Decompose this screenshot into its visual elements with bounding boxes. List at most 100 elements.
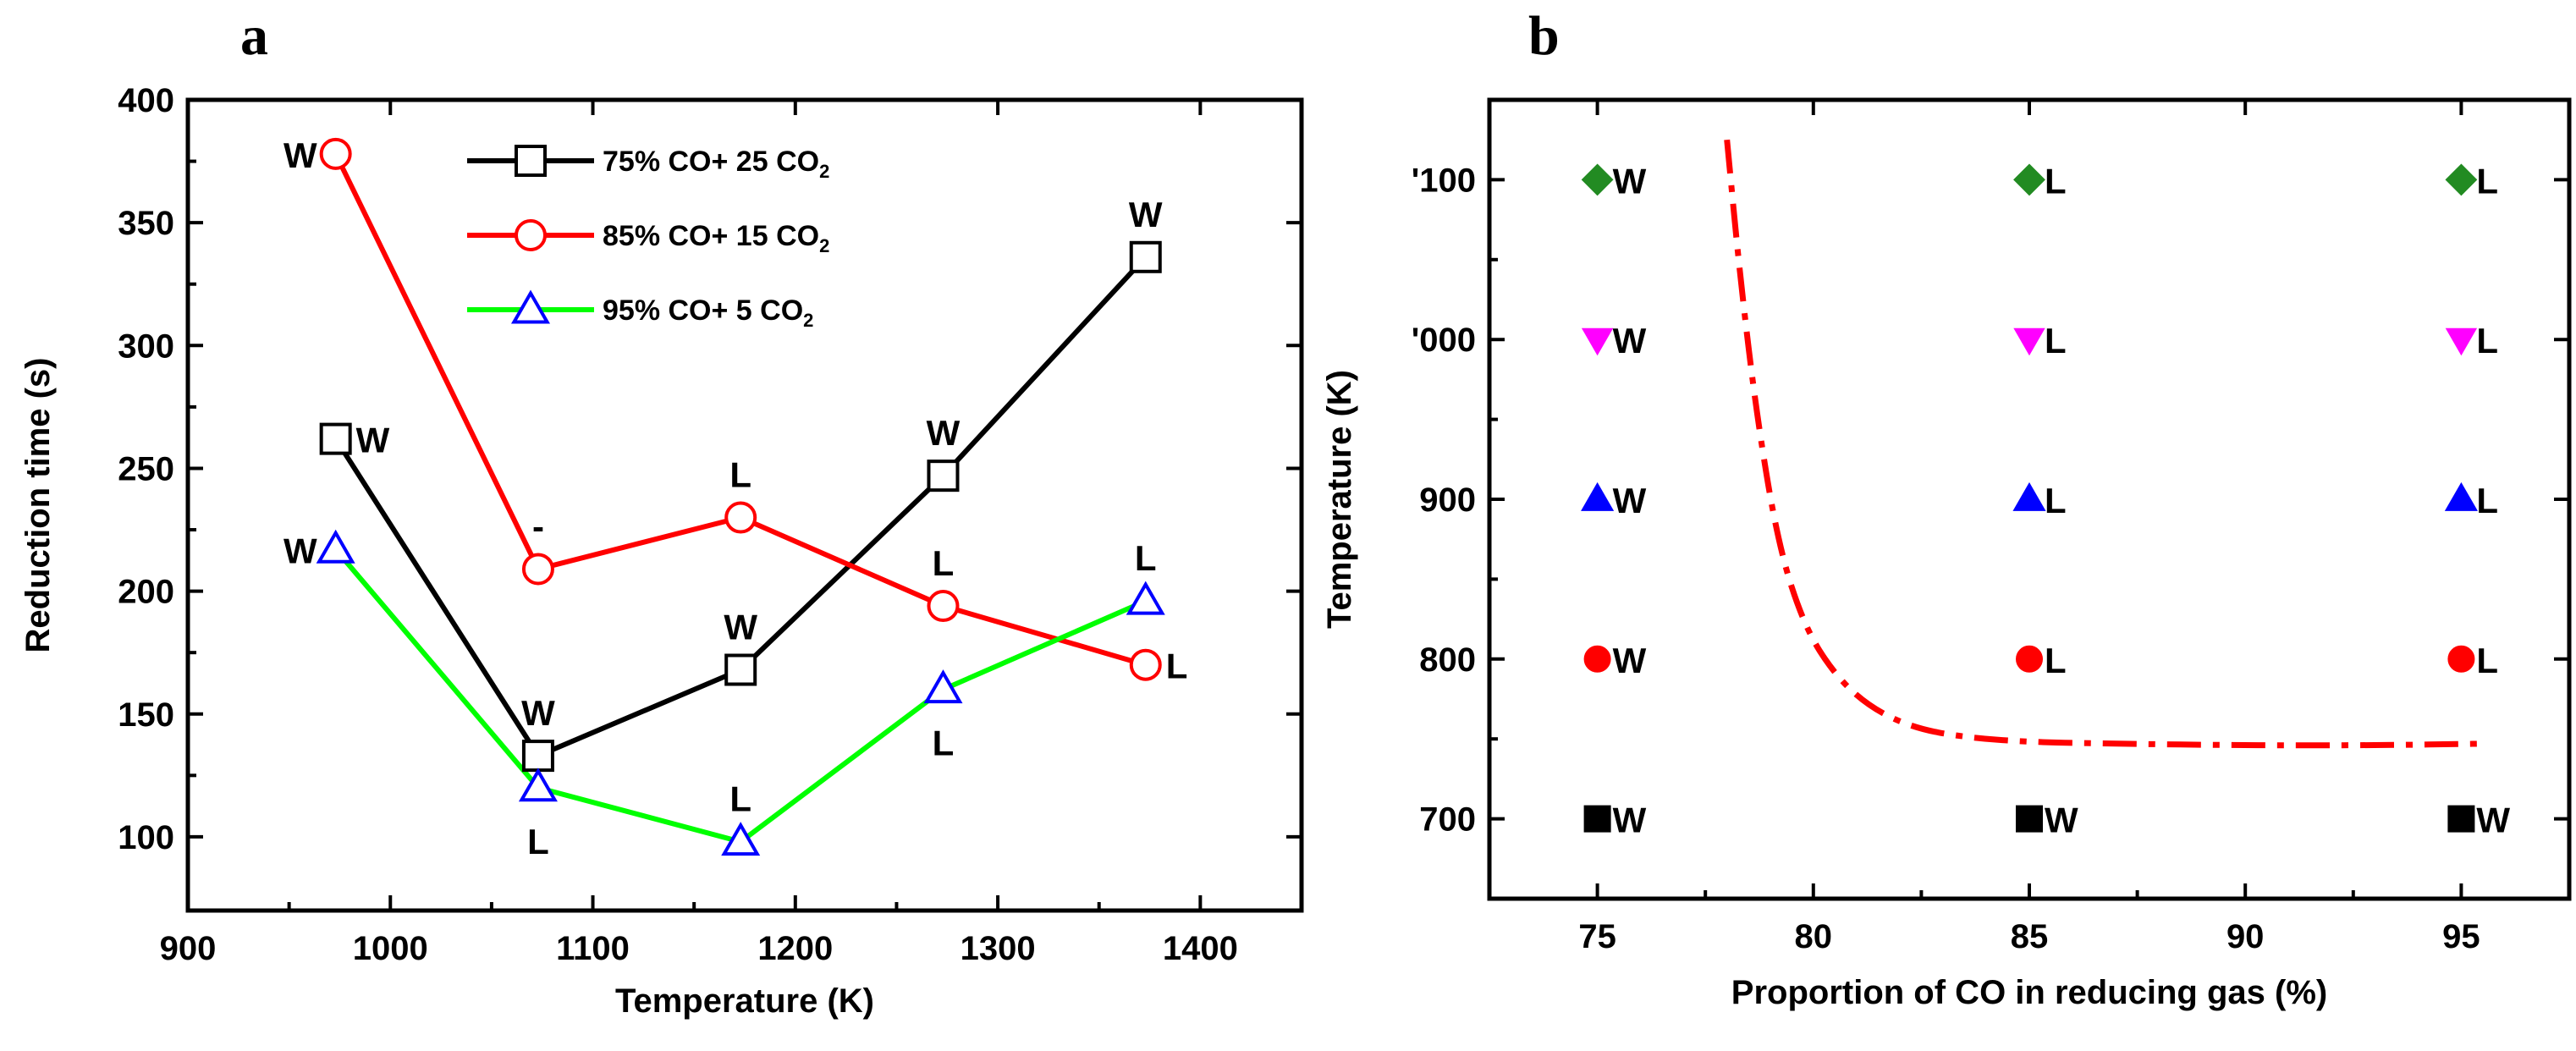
series-1-point-label: L [729, 455, 751, 495]
legend-label-1: 85% CO+ 15 CO2 [603, 220, 829, 256]
series-0-point [521, 740, 554, 773]
series-0-point [927, 459, 960, 492]
y-tick-label: 700 [1419, 801, 1476, 839]
scatter-point-label: W [2476, 801, 2510, 840]
scatter-point [1581, 327, 1614, 356]
series-0-point [724, 653, 757, 686]
scatter-point-label: W [1613, 321, 1647, 360]
series-0-point-label: W [521, 693, 555, 733]
x-tick-label: 90 [2226, 918, 2265, 955]
scatter-point [2013, 163, 2045, 196]
scatter-point-label: L [2476, 481, 2498, 520]
scatter-point-label: L [2476, 321, 2498, 360]
y-tick-label: '100 [1412, 162, 1476, 199]
series-0-point [319, 422, 352, 455]
scatter-point-label: L [2476, 641, 2498, 680]
scatter-point-label: W [1613, 801, 1647, 840]
panel-b-ylabel: Temperature (K) [1321, 370, 1358, 629]
scatter-point [2444, 481, 2478, 511]
scatter-point [2447, 805, 2475, 833]
y-tick-label: 350 [118, 205, 174, 242]
scatter-point [2445, 163, 2478, 196]
panel-a: a 900 1000 1100 1200 1300 1400 100 150 200 250 300… [19, 5, 1304, 1020]
series-1-point [1129, 648, 1162, 681]
series-1-point-label: W [283, 135, 317, 175]
scatter-point-label: L [2045, 481, 2067, 520]
legend-label-0: 75% CO+ 25 CO2 [603, 146, 829, 182]
panel-a-lines [333, 152, 1148, 845]
series-0-point [1129, 240, 1162, 273]
panel-a-ylabel: Reduction time (s) [19, 358, 57, 653]
scatter-point [2012, 481, 2046, 511]
series-2-point [923, 669, 963, 704]
series-2-point-label: L [527, 822, 549, 861]
scatter-point-label: L [2045, 641, 2067, 680]
legend-sub-0: 2 [819, 161, 829, 182]
y-tick-label: 800 [1419, 641, 1476, 679]
series-2-point-label: W [283, 531, 317, 570]
series-2-point [316, 529, 355, 564]
scatter-point [2016, 805, 2043, 833]
series-1-point [521, 553, 554, 586]
legend-marker-1 [515, 219, 547, 251]
scatter-point-label: W [2045, 801, 2078, 840]
x-tick-label: 1100 [556, 930, 630, 967]
panel-b-label: b [1528, 5, 1560, 67]
scatter-point-label: L [2045, 321, 2067, 360]
series-1-point [724, 501, 757, 534]
series-2-point [721, 822, 761, 856]
x-tick-label: 1200 [757, 930, 833, 967]
series-2-point-label: L [1135, 538, 1157, 578]
legend-label-2: 95% CO+ 5 CO2 [603, 294, 813, 331]
x-tick-label: 85 [2011, 918, 2049, 955]
y-tick-label: 200 [118, 574, 174, 611]
scatter-point [1583, 645, 1611, 673]
scatter-point-label: W [1613, 641, 1647, 680]
scatter-point [2013, 327, 2045, 356]
panel-b-boundary [1724, 139, 2483, 749]
series-0-point-label: W [724, 608, 757, 647]
legend-sub-2: 2 [803, 310, 813, 331]
boundary-curve [1724, 139, 2483, 749]
scatter-point [2447, 645, 2475, 673]
series-2-point [1126, 581, 1165, 615]
series-0-point-label: W [356, 421, 390, 460]
scatter-point [2445, 327, 2478, 356]
panel-b-ticks: 75 80 85 90 95 700 800 900 '000 '100 [1412, 100, 2569, 955]
x-tick-label: 80 [1795, 918, 1833, 955]
y-tick-label: 400 [118, 82, 174, 119]
series-2-point-label: L [729, 779, 751, 819]
scatter-point [2016, 645, 2043, 673]
y-tick-label: 300 [118, 327, 174, 365]
scatter-point-label: L [2045, 161, 2067, 201]
x-tick-label: 75 [1578, 918, 1616, 955]
scatter-point-label: W [1613, 161, 1647, 201]
scatter-point-label: L [2476, 161, 2498, 201]
panel-a-frame [185, 97, 1304, 913]
panel-b-xlabel: Proportion of CO in reducing gas (%) [1731, 974, 2327, 1011]
y-tick-label: 150 [118, 696, 174, 734]
legend-marker-0 [515, 145, 547, 177]
y-tick-label: 900 [1419, 481, 1476, 519]
series-1-point [319, 137, 352, 170]
scatter-point [1581, 481, 1615, 511]
panel-a-legend: 75% CO+ 25 CO2 85% CO+ 15 CO2 95% CO+ 5 CO… [467, 145, 829, 331]
x-tick-label: 1000 [353, 930, 428, 967]
series-2-point [518, 768, 558, 802]
y-tick-label: 250 [118, 450, 174, 487]
series-1-point-label: L [933, 543, 955, 583]
scatter-point [1581, 163, 1614, 196]
x-tick-label: 1400 [1163, 930, 1238, 967]
y-tick-label: '000 [1412, 322, 1476, 359]
panel-a-xlabel: Temperature (K) [615, 982, 874, 1020]
series-0-point-label: W [1129, 195, 1163, 234]
panel-a-markers [316, 137, 1165, 856]
panel-a-ticks: 900 1000 1100 1200 1300 1400 100 150 200 250 300 35… [118, 82, 1302, 967]
x-tick-label: 1300 [960, 930, 1036, 967]
panel-a-point-labels: W W W W W W - L L L W L L L L [283, 135, 1187, 861]
legend-marker-2 [510, 289, 551, 324]
y-tick-label: 100 [118, 819, 174, 856]
series-1-point [927, 590, 960, 623]
panel-a-label: a [240, 5, 268, 67]
